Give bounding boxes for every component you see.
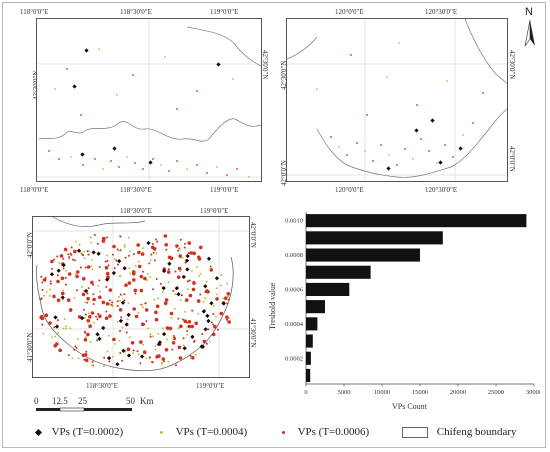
legend-dot-red-icon bbox=[282, 430, 285, 434]
chart-bar-5 bbox=[306, 300, 325, 314]
chart-bar-7 bbox=[306, 334, 313, 348]
map-bl-top-label-2: 119°0'0"E bbox=[200, 207, 229, 215]
legend-label-boundary: Chifeng boundary bbox=[436, 426, 517, 438]
chart-bar-1 bbox=[306, 231, 443, 245]
chart-bar-4 bbox=[306, 282, 350, 296]
legend-dot-green-icon bbox=[160, 430, 163, 434]
legend-item-boundary: Chifeng boundary bbox=[402, 426, 516, 438]
map-tl-top-label-1: 118°0'0"E bbox=[20, 8, 49, 16]
chart-xtick-label-0: 0 bbox=[304, 389, 307, 396]
chart-xlabel: VPs Count bbox=[392, 402, 427, 411]
map-bl-canvas bbox=[33, 217, 249, 377]
legend-label-t0002: VPs (T=0.0002) bbox=[51, 426, 124, 438]
chart-ytick-label-8: 0.0002 bbox=[285, 355, 303, 362]
chart-ytick-label-6: 0.0004 bbox=[285, 321, 304, 328]
chart-ytick-label-4: 0.0006 bbox=[285, 287, 304, 294]
map-tl-bottom-label-3: 119°0'0"E bbox=[210, 186, 239, 194]
map-tr-bottom-label-2: 120°30'0"E bbox=[425, 186, 458, 194]
map-tr-frame bbox=[286, 18, 508, 182]
map-tl-frame bbox=[36, 18, 262, 182]
map-tr-top-label-2: 120°30'0"E bbox=[425, 8, 458, 16]
scale-unit: Km bbox=[140, 396, 154, 406]
map-tr-right-label-1: 42°30'0"N bbox=[508, 50, 516, 80]
map-tl-top-label-2: 118°30'0"E bbox=[120, 8, 152, 16]
legend-diamond-icon bbox=[34, 428, 43, 437]
map-tl-canvas bbox=[37, 19, 261, 181]
legend-label-t0004: VPs (T=0.0004) bbox=[175, 426, 248, 438]
map-bl-top-label-1: 118°30'0"E bbox=[120, 207, 152, 215]
chart-bar-0 bbox=[306, 214, 527, 228]
chart-xtick-label-6: 30000 bbox=[526, 389, 540, 396]
chart-xtick-label-4: 20000 bbox=[450, 389, 466, 396]
chart-bar-6 bbox=[306, 317, 318, 331]
map-tr-bottom-label-1: 120°0'0"E bbox=[335, 186, 364, 194]
map-tl-points bbox=[48, 48, 250, 178]
map-tl-top-label-3: 119°0'0"E bbox=[210, 8, 239, 16]
scale-tick-2: 25 bbox=[78, 396, 87, 406]
north-letter: N bbox=[525, 6, 533, 18]
map-tr-top-label-1: 120°0'0"E bbox=[335, 8, 364, 16]
chart-bar-9 bbox=[306, 368, 311, 382]
scale-tick-0: 0 bbox=[34, 396, 39, 406]
figure-frame bbox=[2, 2, 546, 448]
map-tr-canvas bbox=[287, 19, 507, 181]
chart-xtick-label-3: 15000 bbox=[412, 389, 428, 396]
scale-tick-3: 50 bbox=[126, 396, 135, 406]
map-bl-bottom-label-2: 119°0'0"E bbox=[196, 382, 225, 390]
map-bl-points bbox=[39, 234, 231, 367]
scale-tick-1: 12.5 bbox=[52, 396, 68, 406]
legend: VPs (T=0.0002) VPs (T=0.0004) VPs (T=0.0… bbox=[20, 426, 540, 444]
chart-ytick-label-2: 0.0008 bbox=[285, 252, 303, 259]
legend-box-icon bbox=[402, 426, 428, 438]
chart-bar-8 bbox=[306, 351, 311, 365]
map-tl-bottom-label-2: 118°30'0"E bbox=[120, 186, 152, 194]
map-bl-right-label-1: 42°0'0"N bbox=[249, 222, 257, 248]
chart-xtick-label-1: 5000 bbox=[338, 389, 351, 396]
map-tl-right-label-1: 42°30'0"N bbox=[261, 50, 269, 80]
map-bl-bottom-label-1: 118°30'0"E bbox=[86, 382, 118, 390]
legend-item-t0002: VPs (T=0.0002) bbox=[34, 426, 124, 438]
map-bl-frame bbox=[32, 216, 250, 378]
legend-item-t0006: VPs (T=0.0006) bbox=[282, 426, 369, 438]
legend-label-t0006: VPs (T=0.0006) bbox=[297, 426, 370, 438]
chart-canvas: 0.0010 0.0008 0.0006 0.0004 0.0002 0 5000 10000… bbox=[285, 212, 540, 396]
map-tl-bottom-label-1: 118°0'0"E bbox=[20, 186, 49, 194]
chart-bar-3 bbox=[306, 265, 371, 279]
map-bl-right-label-2: 41°30'0"N bbox=[249, 318, 257, 348]
scale-bar: 0 12.5 25 50 Km bbox=[32, 396, 192, 416]
chart-bar-2 bbox=[306, 248, 420, 262]
chart-xtick-label-5: 25000 bbox=[488, 389, 504, 396]
chart-xtick-label-2: 10000 bbox=[374, 389, 390, 396]
map-tr-right-label-2: 42°0'0"N bbox=[508, 146, 516, 172]
chart-ytick-label-0: 0.0010 bbox=[285, 218, 303, 225]
north-arrow-icon: N bbox=[518, 6, 542, 50]
legend-item-t0004: VPs (T=0.0004) bbox=[160, 426, 247, 438]
bar-chart: Treshold value 0.0010 0.0008 0.0006 0.0004 0… bbox=[262, 206, 540, 414]
map-tr-points bbox=[316, 42, 484, 171]
